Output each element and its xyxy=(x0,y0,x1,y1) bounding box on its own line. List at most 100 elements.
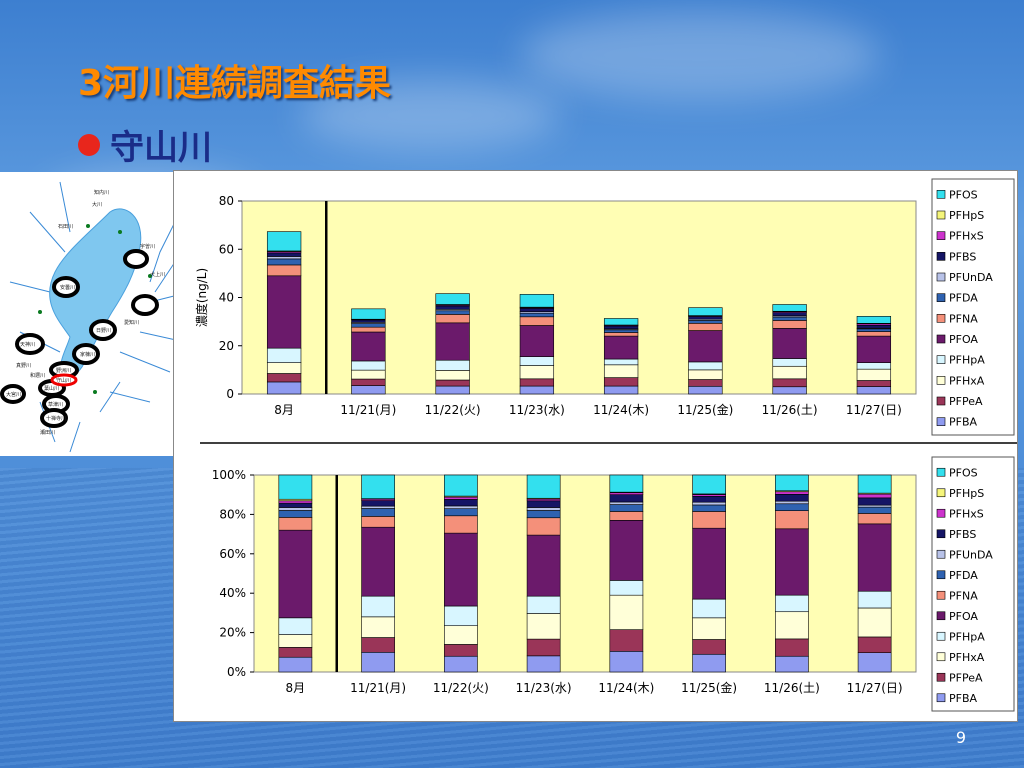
legend-label: PFOA xyxy=(949,333,978,346)
bar-segment-pfhxa xyxy=(775,611,809,640)
chart-panel: 0 20 40 60 80 濃度(ng/L) 8月 11/21(月) 11/22(火) 11/23… xyxy=(173,170,1018,722)
bar-segment-pfos xyxy=(603,318,639,326)
bar-segment-pfna xyxy=(857,513,892,525)
legend-swatch xyxy=(936,529,946,539)
x-tick-label: 11/24(木) xyxy=(593,403,649,417)
bar-segment-pfhpa xyxy=(609,580,644,596)
bar-segment-pfpea xyxy=(857,636,892,653)
y-tick-label: 100% xyxy=(212,468,246,482)
bar-segment-pfba xyxy=(772,386,807,395)
bar-segment-pfunda xyxy=(775,500,809,505)
legend-label: PFHxS xyxy=(949,230,984,243)
bar-segment-pfna xyxy=(526,517,561,536)
bar-segment-pfoa xyxy=(444,532,478,607)
svg-text:天神川: 天神川 xyxy=(20,341,35,348)
bar-segment-pfpea xyxy=(772,378,807,388)
y-tick-label: 20 xyxy=(219,339,234,353)
svg-text:十禅寺川: 十禅寺川 xyxy=(46,415,66,422)
bar-segment-pfoa xyxy=(278,529,313,619)
bar-segment-pfos xyxy=(526,474,561,499)
x-tick-label: 11/22(火) xyxy=(425,403,481,417)
bar-segment-pfbs xyxy=(526,500,561,508)
legend-swatch xyxy=(936,693,946,703)
legend-swatch xyxy=(936,417,946,426)
bar-segment-pfda xyxy=(278,510,313,518)
bar-segment-pfbs xyxy=(444,499,478,507)
x-tick-label: 8月 xyxy=(286,681,306,695)
legend-label: PFHxA xyxy=(949,651,985,664)
bar-segment-pfos xyxy=(519,294,555,308)
bar-segment-pfda xyxy=(526,510,561,519)
legend-label: PFBS xyxy=(949,250,976,263)
bar-segment-pfunda xyxy=(444,505,478,509)
bar-segment-pfoa xyxy=(609,520,644,581)
bar-segment-pfhxa xyxy=(692,617,726,640)
legend-swatch xyxy=(936,611,946,621)
legend-label: PFBA xyxy=(949,416,978,429)
chart-2: 0% 20% 40% 60% 80% 100% 8月 11/21(月) 11/22(火) 11/2… xyxy=(212,456,1015,712)
bar-segment-pfos xyxy=(444,474,478,497)
bar-segment-pfhpa xyxy=(519,356,555,366)
page-number: 9 xyxy=(955,728,966,747)
x-tick-label: 11/25(金) xyxy=(681,680,737,695)
bar-segment-pfna xyxy=(444,515,478,534)
bar-segment-pfpea xyxy=(609,629,644,652)
bar-segment-pfba xyxy=(775,655,809,673)
bar-segment-pfoa xyxy=(526,534,561,597)
svg-text:安曇川: 安曇川 xyxy=(60,284,75,291)
bar-segment-pfpea xyxy=(351,378,386,386)
y-tick-label: 0 xyxy=(226,387,234,401)
bar-segment-pfhpa xyxy=(351,360,386,371)
bar-segment-pfda xyxy=(692,504,726,512)
bar-segment-pfda xyxy=(444,508,478,517)
charts-svg: 0 20 40 60 80 濃度(ng/L) 8月 11/21(月) 11/22(火) 11/23… xyxy=(194,178,1017,712)
legend-label: PFHpA xyxy=(949,630,985,643)
bar-segment-pfhpa xyxy=(526,595,561,614)
bar-segment-pfos xyxy=(775,474,809,492)
bar-segment-pfhpa xyxy=(856,362,892,370)
bar-segment-pfunda xyxy=(692,501,726,506)
bar-segment-pfos xyxy=(351,308,386,320)
bullet-river-name: 守山川 xyxy=(110,128,212,168)
bar-segment-pfhxa xyxy=(609,594,644,630)
legend-swatch xyxy=(936,549,946,559)
x-tick-label: 11/27(日) xyxy=(846,403,902,417)
bar-segment-pfda xyxy=(772,316,807,321)
bar-segment-pfna xyxy=(351,326,386,333)
y-tick-label: 60% xyxy=(219,547,246,561)
svg-text:葉山川: 葉山川 xyxy=(44,385,59,392)
legend-label: PFNA xyxy=(949,312,978,325)
lake-biwa-map: 知内川 大川 石田川 犬上川 宇曽川 愛知川 安曇川 日野川 天神川 家棟川 真… xyxy=(0,172,198,456)
svg-text:和邇川: 和邇川 xyxy=(30,372,45,379)
bar-segment-pfba xyxy=(603,385,639,395)
legend-swatch xyxy=(936,231,946,240)
bar-segment-pfoa xyxy=(351,331,386,362)
bar-segment-pfbs xyxy=(603,325,639,330)
bar-segment-pfna xyxy=(688,323,723,331)
bar-segment-pfhpa xyxy=(444,605,478,627)
legend-swatch xyxy=(936,376,946,385)
bar-segment-pfhpa xyxy=(603,358,639,366)
x-tick-label: 11/24(木) xyxy=(598,681,654,695)
bar-segment-pfhxs xyxy=(444,496,478,500)
bar-segment-pfna xyxy=(435,314,470,324)
bar-segment-pfoa xyxy=(772,328,807,359)
x-tick-label: 11/23(水) xyxy=(516,681,572,695)
svg-text:犬上川: 犬上川 xyxy=(150,271,165,278)
legend-label: PFNA xyxy=(949,589,978,602)
bar-segment-pfpea xyxy=(435,379,470,387)
legend-label: PFOS xyxy=(949,188,978,201)
svg-text:日野川: 日野川 xyxy=(96,327,111,334)
bar-segment-pfbs xyxy=(688,316,723,320)
bar-segment-pfhxa xyxy=(603,364,639,378)
bar-segment-pfpea xyxy=(278,647,313,658)
bar-segment-pfba xyxy=(266,381,302,395)
legend-label: PFHpS xyxy=(949,487,984,500)
legend-swatch xyxy=(936,314,946,323)
bar-segment-pfna xyxy=(775,510,809,530)
bar-segment-pfbs xyxy=(278,502,313,508)
y-tick-label: 40% xyxy=(219,586,246,600)
svg-text:守山川: 守山川 xyxy=(56,377,71,384)
bar-segment-pfna xyxy=(772,320,807,329)
bar-segment-pfbs xyxy=(692,495,726,503)
